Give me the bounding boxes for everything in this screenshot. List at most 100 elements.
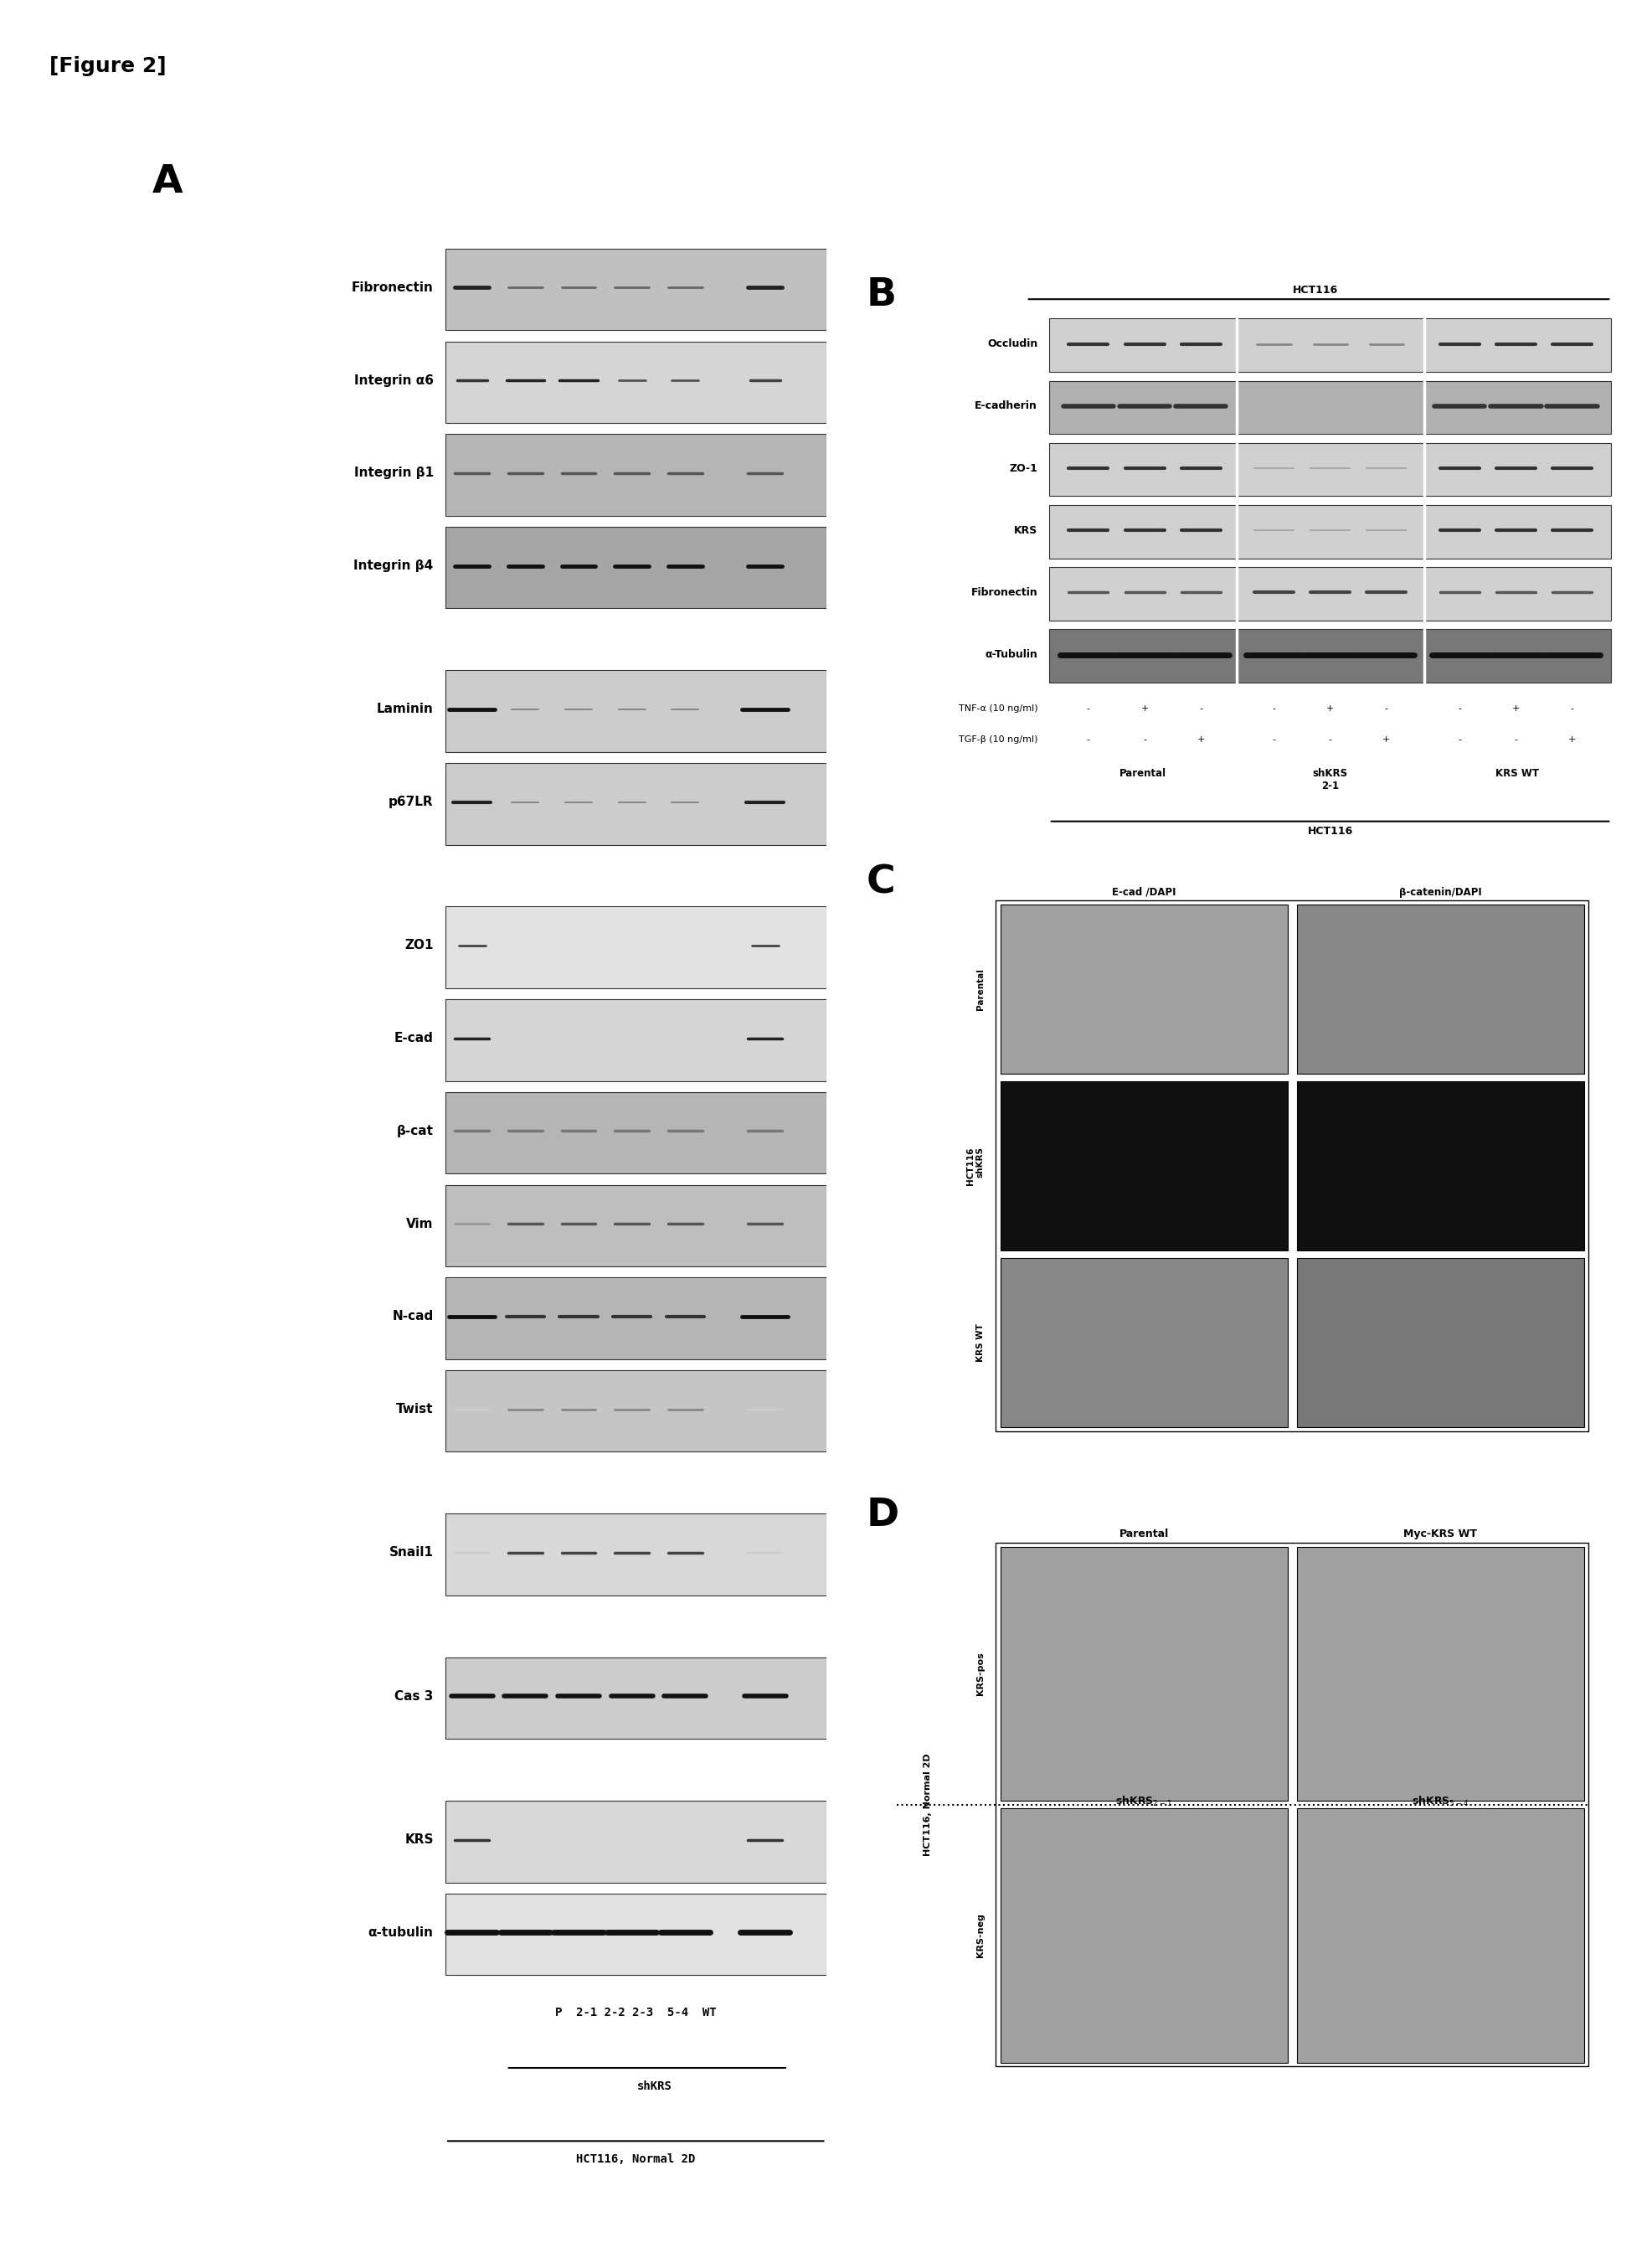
Text: ZO1: ZO1: [405, 939, 433, 953]
Text: Fibronectin: Fibronectin: [971, 587, 1037, 598]
Bar: [446, 763, 826, 844]
Text: HCT116: HCT116: [1307, 826, 1353, 838]
Bar: [446, 248, 826, 330]
Text: HCT116, Normal 2D: HCT116, Normal 2D: [577, 2154, 695, 2165]
Text: β-catenin/DAPI: β-catenin/DAPI: [1399, 887, 1482, 899]
Bar: [446, 1000, 826, 1082]
Bar: [1001, 1082, 1287, 1251]
Text: Parental: Parental: [1120, 768, 1166, 779]
Text: α-tubulin: α-tubulin: [368, 1926, 433, 1940]
Text: E-cad /DAPI: E-cad /DAPI: [1112, 887, 1176, 899]
Text: p67LR: p67LR: [388, 795, 433, 808]
Text: Myc-KRS WT: Myc-KRS WT: [1404, 1529, 1477, 1540]
Text: KRS-pos: KRS-pos: [976, 1653, 985, 1696]
Text: -: -: [1199, 704, 1203, 714]
Bar: [1049, 443, 1611, 497]
Bar: [1297, 905, 1584, 1075]
Text: -: -: [1272, 704, 1275, 714]
Bar: [446, 1657, 826, 1739]
Text: -: -: [1328, 736, 1332, 743]
Bar: [1297, 1809, 1584, 2062]
Text: KRS-neg: KRS-neg: [976, 1913, 985, 1958]
Bar: [446, 671, 826, 752]
Text: TNF-α (10 ng/ml): TNF-α (10 ng/ml): [958, 704, 1037, 714]
Text: -: -: [1571, 704, 1574, 714]
Text: Fibronectin: Fibronectin: [352, 282, 433, 294]
Bar: [446, 908, 826, 989]
Text: Integrin α6: Integrin α6: [354, 375, 433, 386]
Text: +: +: [1327, 704, 1335, 714]
Bar: [996, 901, 1589, 1432]
Bar: [1049, 318, 1611, 373]
Text: shKRS$_{2-1}$: shKRS$_{2-1}$: [1115, 1795, 1173, 1809]
Text: TGF-β (10 ng/ml): TGF-β (10 ng/ml): [958, 736, 1037, 743]
Text: -: -: [1384, 704, 1388, 714]
Text: E-cadherin: E-cadherin: [975, 400, 1037, 411]
Bar: [446, 1093, 826, 1174]
Bar: [446, 1278, 826, 1359]
Text: +: +: [1383, 736, 1391, 743]
Text: -: -: [1272, 736, 1275, 743]
Text: -: -: [1143, 736, 1146, 743]
Text: -: -: [1087, 736, 1090, 743]
Text: +: +: [1512, 704, 1520, 714]
Bar: [446, 341, 826, 422]
Bar: [1001, 1547, 1287, 1800]
Bar: [446, 434, 826, 515]
Bar: [1001, 1809, 1287, 2062]
Text: N-cad: N-cad: [392, 1310, 433, 1323]
Text: KRS: KRS: [405, 1833, 433, 1847]
Text: shKRS$_{5-4}$: shKRS$_{5-4}$: [1412, 1795, 1469, 1809]
Bar: [1049, 630, 1611, 682]
Bar: [1049, 506, 1611, 558]
Bar: [446, 1513, 826, 1596]
Text: HCT116
shKRS: HCT116 shKRS: [966, 1147, 985, 1185]
Text: Integrin β4: Integrin β4: [354, 560, 433, 571]
Bar: [446, 1894, 826, 1976]
Text: +: +: [1568, 736, 1576, 743]
Text: shKRS
2-1: shKRS 2-1: [1313, 768, 1348, 790]
Text: α-Tubulin: α-Tubulin: [985, 648, 1037, 659]
Bar: [1297, 1082, 1584, 1251]
Text: Snail1: Snail1: [390, 1547, 433, 1558]
Text: Parental: Parental: [976, 969, 985, 1009]
Text: β-cat: β-cat: [396, 1124, 433, 1138]
Text: Vim: Vim: [406, 1217, 433, 1231]
Text: [Figure 2]: [Figure 2]: [50, 56, 167, 77]
Text: C: C: [867, 865, 895, 901]
Text: -: -: [1515, 736, 1518, 743]
Bar: [1297, 1547, 1584, 1800]
Text: Integrin β1: Integrin β1: [354, 467, 433, 479]
Text: KRS WT: KRS WT: [1495, 768, 1540, 779]
Text: Occludin: Occludin: [988, 339, 1037, 350]
Text: A: A: [152, 163, 183, 201]
Bar: [1001, 1258, 1287, 1427]
Text: ZO-1: ZO-1: [1009, 463, 1037, 474]
Text: Cas 3: Cas 3: [395, 1689, 433, 1703]
Text: P  2-1 2-2 2-3  5-4  WT: P 2-1 2-2 2-3 5-4 WT: [555, 2007, 717, 2019]
Bar: [446, 1802, 826, 1883]
Text: HCT116, Normal 2D: HCT116, Normal 2D: [923, 1752, 932, 1856]
Text: E-cad: E-cad: [395, 1032, 433, 1045]
Text: Twist: Twist: [396, 1402, 433, 1416]
Text: +: +: [1198, 736, 1204, 743]
Text: Laminin: Laminin: [377, 702, 433, 716]
Text: shKRS: shKRS: [638, 2080, 672, 2091]
Text: -: -: [1457, 704, 1462, 714]
Bar: [1049, 567, 1611, 621]
Bar: [446, 1371, 826, 1452]
Bar: [996, 1542, 1589, 2066]
Bar: [1001, 905, 1287, 1075]
Text: B: B: [867, 275, 897, 314]
Text: HCT116: HCT116: [1292, 285, 1338, 296]
Text: Parental: Parental: [1118, 1529, 1170, 1540]
Text: KRS: KRS: [1014, 524, 1037, 535]
Text: D: D: [867, 1497, 899, 1535]
Text: -: -: [1087, 704, 1090, 714]
Text: KRS WT: KRS WT: [976, 1323, 985, 1362]
Bar: [446, 526, 826, 607]
Bar: [1297, 1258, 1584, 1427]
Bar: [446, 1185, 826, 1267]
Bar: [1049, 382, 1611, 434]
Text: +: +: [1140, 704, 1148, 714]
